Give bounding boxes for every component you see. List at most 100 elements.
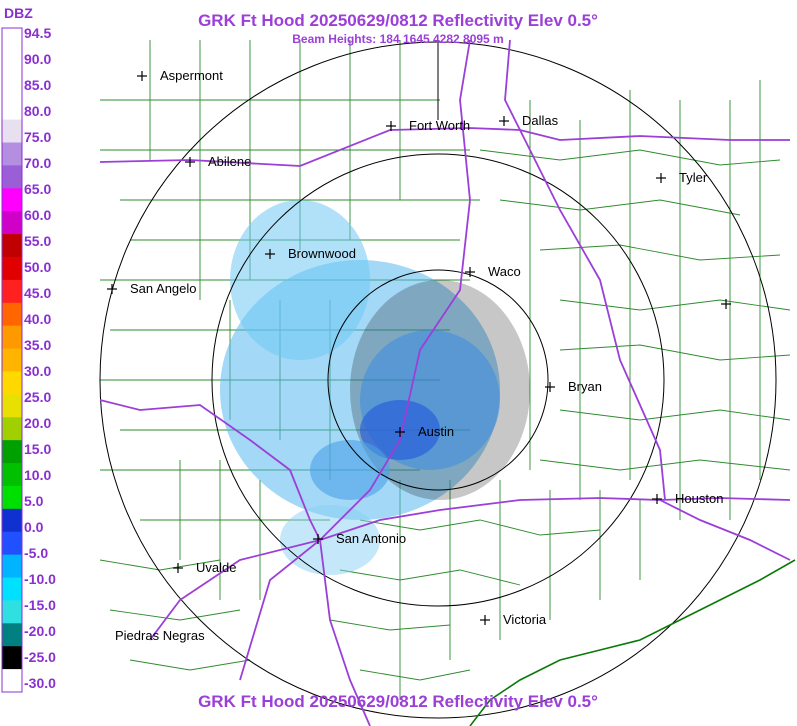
legend-label: -10.0 (24, 571, 56, 587)
city-san-angelo: San Angelo (107, 281, 197, 296)
legend-label: -15.0 (24, 597, 56, 613)
city-waco: Waco (465, 264, 521, 279)
city-fort-worth: Fort Worth (386, 118, 470, 133)
legend-swatch (2, 73, 22, 98)
legend-swatch (2, 577, 22, 601)
city-san-antonio: San Antonio (313, 531, 406, 546)
legend-label: 40.0 (24, 311, 51, 327)
reflectivity-echo (220, 200, 530, 575)
legend-swatch (2, 28, 22, 52)
legend-label: 60.0 (24, 207, 51, 223)
legend-labels: 94.5 90.0 85.0 80.0 75.0 70.0 65.0 60.0 55.0 50.0… (24, 25, 56, 691)
coastline (469, 559, 796, 726)
legend-label: 50.0 (24, 259, 51, 275)
city-piedras-negras: Piedras Negras (115, 628, 205, 643)
legend-swatch (2, 325, 22, 350)
legend-label: 85.0 (24, 77, 51, 93)
legend-label: -5.0 (24, 545, 48, 561)
city-label: Austin (418, 424, 454, 439)
legend-label: -25.0 (24, 649, 56, 665)
city-label: Waco (488, 264, 521, 279)
legend-swatch (2, 508, 22, 533)
city-bryan: Bryan (545, 379, 602, 394)
legend-swatch (2, 485, 22, 510)
legend-swatch (2, 96, 22, 121)
legend-unit: DBZ (4, 5, 33, 21)
legend-label: -30.0 (24, 675, 56, 691)
legend-label: 5.0 (24, 493, 44, 509)
legend-swatch (2, 394, 22, 418)
legend-swatch (2, 165, 22, 189)
dbz-legend: DBZ 94.5 90.0 85.0 80.0 75.0 70.0 65.0 60.0 55.0… (1, 5, 56, 693)
city-label: Aspermont (160, 68, 223, 83)
map-title: GRK Ft Hood 20250629/0812 Reflectivity E… (198, 11, 598, 30)
legend-swatch (2, 50, 22, 75)
legend-label: 55.0 (24, 233, 51, 249)
legend-label: 80.0 (24, 103, 51, 119)
legend-swatch (2, 211, 22, 235)
city-austin: Austin (395, 424, 454, 439)
city-label: Victoria (503, 612, 547, 627)
legend-label: 94.5 (24, 25, 51, 41)
legend-label: -20.0 (24, 623, 56, 639)
legend-frame (1, 27, 23, 693)
legend-label: 90.0 (24, 51, 51, 67)
legend-label: 15.0 (24, 441, 51, 457)
city-houston: Houston (652, 491, 723, 506)
city-label: San Angelo (130, 281, 197, 296)
legend-label: 45.0 (24, 285, 51, 301)
legend-swatch (2, 256, 22, 281)
city-uvalde: Uvalde (173, 560, 236, 575)
range-ring-2 (211, 153, 665, 607)
legend-swatch (2, 623, 22, 647)
range-ring-1 (327, 269, 549, 491)
legend-label: 10.0 (24, 467, 51, 483)
city-label: Abilene (208, 154, 251, 169)
city-brownwood: Brownwood (265, 246, 356, 261)
legend-label: 70.0 (24, 155, 51, 171)
legend-colorbar (1, 27, 23, 693)
legend-swatch (2, 279, 22, 304)
legend-swatch (2, 531, 22, 556)
legend-swatch (2, 119, 22, 143)
legend-label: 35.0 (24, 337, 51, 353)
city-dallas: Dallas (499, 113, 559, 128)
city-label: Fort Worth (409, 118, 470, 133)
legend-label: 0.0 (24, 519, 44, 535)
legend-label: 75.0 (24, 129, 51, 145)
highways (99, 39, 791, 726)
legend-swatch (2, 371, 22, 395)
city-label: Dallas (522, 113, 559, 128)
city-unlabeled (721, 299, 731, 309)
legend-swatch (2, 188, 22, 212)
legend-swatch (2, 302, 22, 327)
beam-heights: Beam Heights: 184 1645 4282 8095 m (292, 32, 503, 46)
city-label: San Antonio (336, 531, 406, 546)
legend-swatch (2, 646, 22, 670)
city-label: Bryan (568, 379, 602, 394)
city-aspermont: Aspermont (137, 68, 223, 83)
legend-swatch (2, 463, 22, 487)
legend-label: 25.0 (24, 389, 51, 405)
city-markers: Aspermont Fort Worth Dallas Abilene Tyler Bro… (107, 68, 731, 643)
legend-swatch (2, 348, 22, 372)
city-tyler: Tyler (656, 170, 708, 185)
city-victoria: Victoria (480, 612, 547, 627)
city-label: Tyler (679, 170, 708, 185)
legend-swatch (2, 234, 22, 258)
city-label: Uvalde (196, 560, 236, 575)
legend-swatch (2, 417, 22, 441)
legend-label: 20.0 (24, 415, 51, 431)
legend-label: 30.0 (24, 363, 51, 379)
legend-swatch (2, 669, 22, 693)
footer-title: GRK Ft Hood 20250629/0812 Reflectivity E… (198, 692, 598, 711)
city-label: Brownwood (288, 246, 356, 261)
city-label: Houston (675, 491, 723, 506)
city-label: Piedras Negras (115, 628, 205, 643)
legend-swatch (2, 142, 22, 166)
legend-swatch (2, 440, 22, 464)
legend-swatch (2, 600, 22, 624)
range-rings (99, 40, 777, 719)
